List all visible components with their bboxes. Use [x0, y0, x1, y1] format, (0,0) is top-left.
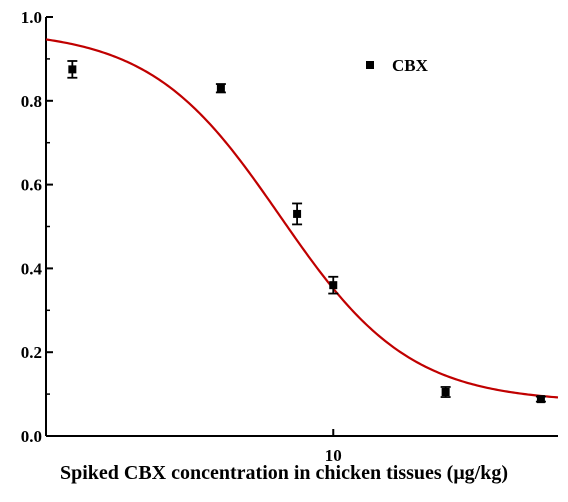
x-axis-label: Spiked CBX concentration in chicken tiss…	[59, 462, 509, 484]
data-point	[441, 388, 450, 397]
legend-label: CBX	[392, 56, 429, 75]
data-point	[329, 281, 338, 290]
fit-curve	[45, 38, 559, 399]
y-tick-label: 1.0	[21, 8, 42, 27]
data-point	[293, 209, 302, 218]
x-tick-label: 10	[325, 446, 342, 465]
y-tick-label: 0.4	[21, 259, 43, 278]
y-tick-label: 0.0	[21, 427, 42, 446]
data-point	[216, 84, 225, 93]
data-point	[536, 395, 545, 404]
y-tick-label: 0.8	[21, 92, 42, 111]
data-points-layer	[67, 60, 546, 404]
data-point	[68, 65, 77, 74]
axes: 0.0 0.2 0.4 0.6 0.8 1.0 10	[21, 8, 558, 465]
legend-marker	[366, 61, 374, 69]
y-tick-label: 0.6	[21, 176, 42, 195]
y-tick-label: 0.2	[21, 343, 42, 362]
fit-curve-layer	[45, 38, 559, 399]
legend: CBX	[366, 56, 429, 75]
